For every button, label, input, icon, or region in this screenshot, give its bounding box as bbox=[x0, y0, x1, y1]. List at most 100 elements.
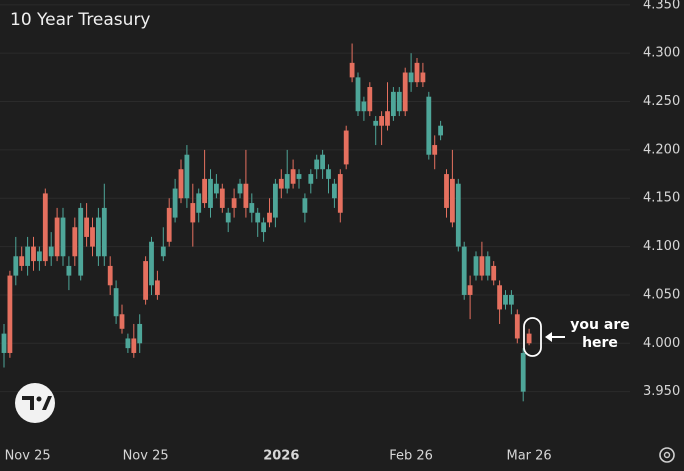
candles bbox=[1, 43, 532, 402]
candle-body bbox=[255, 212, 261, 223]
candle-body bbox=[314, 159, 320, 170]
candle-body bbox=[320, 154, 325, 170]
y-tick-label: 4.000 bbox=[643, 336, 680, 351]
candle-body bbox=[208, 178, 213, 208]
candle-body bbox=[497, 285, 502, 310]
candle-body bbox=[373, 120, 379, 126]
y-tick-label: 4.100 bbox=[643, 239, 680, 254]
candle-body bbox=[48, 246, 54, 257]
candle-body bbox=[137, 323, 143, 344]
candle-body bbox=[491, 265, 497, 281]
candle-body bbox=[7, 275, 13, 353]
candle-body bbox=[60, 217, 66, 257]
candle-body bbox=[237, 183, 243, 194]
y-tick-label: 4.350 bbox=[643, 0, 680, 12]
candle-body bbox=[455, 183, 461, 247]
x-tick-label: 2026 bbox=[263, 449, 299, 464]
candle-body bbox=[261, 222, 266, 233]
candle-body bbox=[349, 62, 355, 78]
candle-body bbox=[520, 352, 526, 392]
chart-title: 10 Year Treasury bbox=[10, 10, 151, 30]
candle-body bbox=[284, 174, 290, 189]
candle-body bbox=[90, 227, 95, 247]
candle-body bbox=[385, 111, 390, 126]
candle-body bbox=[278, 178, 284, 189]
candle-body bbox=[332, 183, 337, 199]
candle-body bbox=[308, 174, 314, 184]
candle-body bbox=[326, 169, 331, 179]
candle-body bbox=[479, 256, 485, 276]
annotation: you are bbox=[570, 317, 629, 333]
x-tick-label: Nov 25 bbox=[123, 449, 169, 464]
candle-body bbox=[37, 251, 42, 262]
candle-body bbox=[202, 178, 207, 204]
candle-body bbox=[119, 314, 125, 329]
candle-body bbox=[391, 91, 396, 117]
y-tick-label: 4.250 bbox=[643, 94, 680, 109]
candle-body bbox=[290, 169, 296, 184]
candle-body bbox=[514, 314, 520, 339]
candle-body bbox=[473, 256, 479, 276]
candle-body bbox=[214, 183, 219, 194]
candle-body bbox=[42, 193, 48, 262]
candle-body bbox=[54, 217, 60, 257]
candle-body bbox=[196, 193, 202, 213]
candle-body bbox=[155, 280, 160, 295]
candle-body bbox=[302, 198, 308, 213]
candle-body bbox=[526, 333, 532, 344]
x-tick-label: Feb 26 bbox=[389, 449, 433, 464]
candle-body bbox=[243, 183, 249, 208]
annotation: here bbox=[582, 335, 618, 351]
candle-body bbox=[420, 72, 426, 83]
candle-body bbox=[426, 96, 432, 155]
candle-body bbox=[31, 246, 36, 262]
candle-body bbox=[172, 188, 178, 218]
candle-body bbox=[113, 288, 119, 317]
candle-body bbox=[444, 174, 449, 208]
candle-body bbox=[1, 333, 7, 353]
highlight-oval bbox=[523, 317, 542, 357]
candle-body bbox=[190, 203, 196, 223]
y-tick-label: 4.300 bbox=[643, 46, 680, 61]
candle-body bbox=[355, 77, 361, 112]
candle-body bbox=[485, 256, 491, 276]
candle-body bbox=[178, 169, 184, 199]
candle-body bbox=[219, 188, 225, 208]
candle-body bbox=[379, 116, 384, 126]
candle-body bbox=[361, 101, 367, 112]
candle-body bbox=[166, 207, 172, 242]
candle-body bbox=[66, 265, 72, 276]
candle-body bbox=[107, 265, 113, 286]
candle-body bbox=[267, 212, 272, 223]
candle-body bbox=[396, 91, 402, 112]
candle-body bbox=[149, 241, 154, 286]
candle-body bbox=[461, 246, 467, 295]
candle-body bbox=[25, 246, 30, 266]
arrow bbox=[545, 332, 565, 342]
y-tick-label: 4.150 bbox=[643, 191, 680, 206]
candle-body bbox=[78, 207, 84, 276]
candle-body bbox=[143, 261, 148, 300]
candle-body bbox=[231, 198, 237, 208]
candle-body bbox=[503, 294, 508, 305]
candle-body bbox=[13, 256, 19, 276]
candle-body bbox=[450, 178, 455, 223]
settings-icon[interactable] bbox=[659, 447, 675, 463]
candle-body bbox=[467, 285, 473, 295]
candle-body bbox=[249, 203, 255, 213]
y-tick-label: 4.050 bbox=[643, 287, 680, 302]
y-tick-label: 3.950 bbox=[643, 384, 680, 399]
candle-body bbox=[402, 72, 408, 112]
candle-body bbox=[184, 154, 190, 199]
candle-body bbox=[408, 72, 414, 83]
candle-body bbox=[96, 217, 101, 257]
tradingview-logo bbox=[15, 383, 55, 423]
candle-body bbox=[367, 87, 373, 112]
candle-body bbox=[131, 338, 137, 353]
candle-body bbox=[438, 125, 443, 136]
candle-body bbox=[509, 294, 514, 305]
candle-body bbox=[296, 174, 302, 179]
